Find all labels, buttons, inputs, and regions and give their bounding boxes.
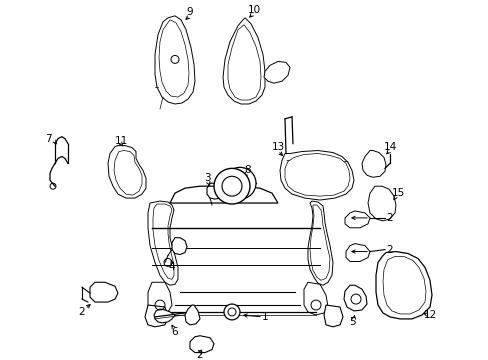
Text: 13: 13: [271, 141, 284, 152]
Polygon shape: [324, 305, 342, 327]
Text: 2: 2: [386, 213, 392, 223]
Polygon shape: [345, 211, 369, 228]
Text: 10: 10: [247, 5, 260, 15]
Text: 2: 2: [386, 244, 392, 255]
Polygon shape: [172, 238, 186, 255]
Text: 1: 1: [261, 312, 268, 322]
Polygon shape: [375, 252, 431, 319]
Text: 8: 8: [244, 165, 251, 175]
Polygon shape: [382, 257, 425, 314]
Polygon shape: [159, 20, 189, 97]
Polygon shape: [206, 183, 222, 199]
Polygon shape: [280, 150, 353, 200]
Polygon shape: [346, 244, 369, 261]
Circle shape: [224, 304, 240, 320]
Polygon shape: [343, 285, 366, 311]
Polygon shape: [223, 18, 264, 104]
Polygon shape: [190, 336, 214, 352]
Polygon shape: [154, 309, 175, 323]
Text: 14: 14: [383, 141, 396, 152]
Polygon shape: [304, 282, 327, 315]
Text: 2: 2: [196, 350, 203, 360]
Text: 12: 12: [423, 310, 436, 320]
Polygon shape: [148, 201, 178, 285]
Polygon shape: [148, 282, 172, 315]
Polygon shape: [184, 305, 200, 325]
Polygon shape: [155, 16, 195, 104]
Polygon shape: [307, 201, 332, 285]
Polygon shape: [309, 205, 329, 280]
Polygon shape: [361, 150, 385, 177]
Polygon shape: [367, 186, 395, 221]
Polygon shape: [227, 25, 261, 100]
Circle shape: [214, 168, 249, 204]
Text: 5: 5: [349, 317, 356, 327]
Polygon shape: [285, 153, 349, 196]
Text: 2: 2: [79, 307, 85, 317]
Text: 9: 9: [186, 7, 193, 17]
Circle shape: [224, 167, 256, 199]
Text: 4: 4: [168, 262, 175, 273]
Text: 3: 3: [203, 173, 210, 183]
Text: 7: 7: [44, 134, 51, 144]
Text: 6: 6: [171, 327, 178, 337]
Polygon shape: [145, 305, 168, 327]
Polygon shape: [114, 150, 142, 195]
Polygon shape: [90, 282, 118, 302]
Polygon shape: [264, 62, 289, 83]
Polygon shape: [108, 145, 146, 198]
Text: 11: 11: [114, 136, 127, 146]
Polygon shape: [153, 204, 174, 279]
Text: 15: 15: [390, 188, 404, 198]
